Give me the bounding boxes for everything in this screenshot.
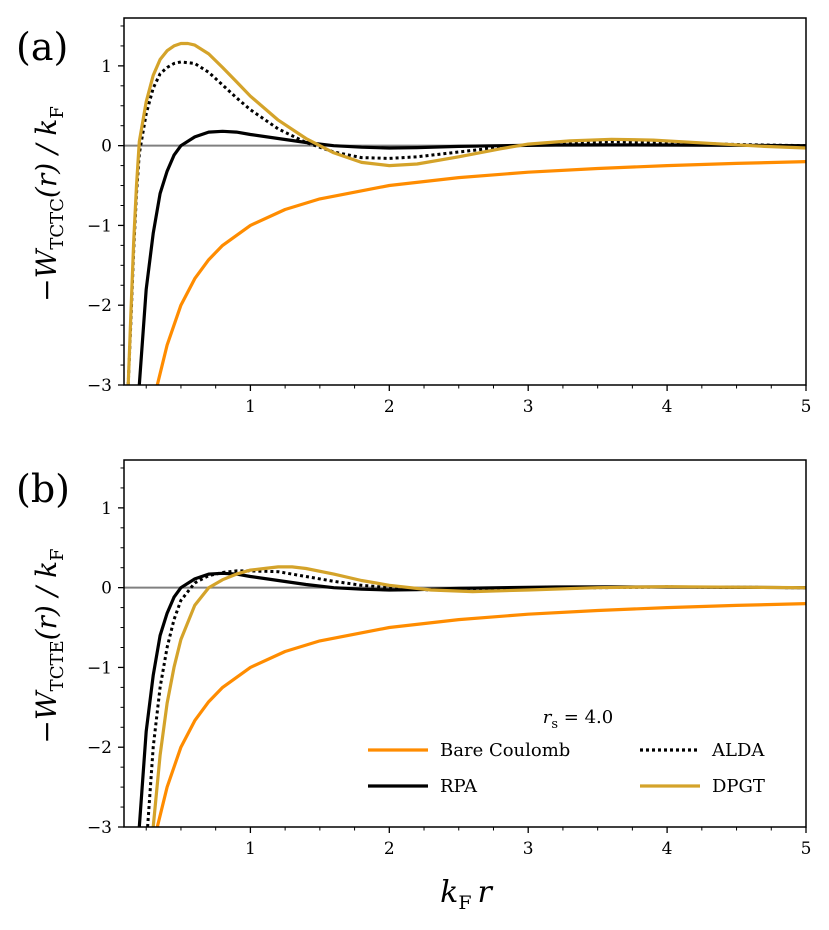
- legend-title-tail: = 4.0: [558, 707, 613, 728]
- panel-a-y-tick-label: −3: [87, 376, 112, 396]
- panel-b-series-rpa: [137, 571, 806, 827]
- panel-a-y-tick-label: −1: [87, 216, 112, 236]
- panel-b-x-tick-label: 2: [384, 839, 395, 859]
- panel-b-y-tick-label: −2: [87, 738, 112, 758]
- x-label-sub: F: [458, 892, 471, 914]
- svg-text:−WTCTE(r) / kF: −WTCTE(r) / kF: [30, 548, 68, 743]
- panel-a-y-tick-label: −2: [87, 296, 112, 316]
- panel-a-y-label-sub: TCTC: [47, 198, 68, 250]
- legend-entry-dpgt: DPGT: [640, 776, 765, 797]
- legend-label-rpa: RPA: [440, 776, 478, 797]
- panel-b-y-label-sub: TCTE: [47, 640, 68, 691]
- legend-label-dpgt: DPGT: [712, 776, 765, 797]
- panel-b-y-tick-label: 0: [101, 579, 112, 599]
- panel-b-y-label-tail-sub: F: [47, 548, 68, 561]
- panel-b-x-tick-label: 3: [523, 839, 534, 859]
- legend-entry-alda: ALDA: [640, 740, 765, 761]
- legend: rs = 4.0 Bare Coulomb ALDA RPA DPGT: [368, 707, 765, 797]
- legend-title: rs = 4.0: [543, 707, 613, 732]
- panel-b-x-tick-label: 5: [801, 839, 812, 859]
- panel-a-x-tick-label: 1: [245, 397, 256, 417]
- x-label-tail: r: [478, 875, 494, 910]
- panel-b-y-tick-label: −3: [87, 818, 112, 838]
- legend-title-main: r: [543, 707, 553, 728]
- panel-a-y-tick-label: 1: [101, 57, 112, 77]
- panel-a-label: (a): [16, 25, 68, 69]
- panel-b: (b) −WTCTE(r) / kF 1 2 3 4 5 −3 −2 −1 0 1 rs = 4.…: [16, 459, 812, 859]
- panel-a-y-label-tail: (r) / k: [30, 119, 63, 198]
- panel-b-y-label-main: −W: [30, 689, 63, 743]
- panel-a-y-tick-label: 0: [101, 137, 112, 157]
- panel-b-series-dpgt: [151, 565, 806, 827]
- panel-b-label: (b): [16, 467, 70, 511]
- legend-label-alda: ALDA: [711, 740, 765, 761]
- panel-a-x-tick-label: 5: [801, 397, 812, 417]
- panel-a-x-tick-label: 4: [662, 397, 673, 417]
- x-axis-label: kF r: [440, 875, 493, 914]
- panel-a-y-axis-label: −WTCTC(r) / kF: [30, 106, 68, 302]
- panel-a-series-dpgt: [126, 41, 806, 385]
- legend-entry-rpa: RPA: [368, 776, 478, 797]
- panel-b-y-label-tail: (r) / k: [30, 561, 63, 640]
- panel-b-frame: [123, 459, 807, 828]
- panel-b-series-bare-coulomb: [155, 602, 806, 827]
- panel-b-y-axis-label: −WTCTE(r) / kF: [30, 548, 68, 743]
- legend-entry-bare-coulomb: Bare Coulomb: [368, 740, 570, 761]
- panel-a-x-tick-label: 3: [523, 397, 534, 417]
- panel-a-x-tick-label: 2: [384, 397, 395, 417]
- panel-a-series-alda: [126, 60, 806, 385]
- x-label-main: k: [440, 875, 458, 910]
- legend-title-sub: s: [551, 717, 558, 732]
- panel-a-frame: [123, 17, 807, 386]
- panel-b-x-tick-label: 1: [245, 839, 256, 859]
- svg-text:−WTCTC(r) / kF: −WTCTC(r) / kF: [30, 106, 68, 302]
- panel-a-y-label-tail-sub: F: [47, 106, 68, 119]
- panel-a-y-label-main: −W: [30, 247, 63, 301]
- panel-a: (a) −WTCTC(r) / kF 1 2 3 4 5 −3 −2 −1 0 1: [16, 17, 812, 417]
- panel-b-y-tick-label: 1: [101, 499, 112, 519]
- panel-a-series-bare-coulomb: [155, 160, 806, 385]
- panel-b-x-tick-label: 4: [662, 839, 673, 859]
- panel-a-series-rpa: [137, 129, 806, 385]
- legend-label-bare-coulomb: Bare Coulomb: [440, 740, 570, 761]
- panel-b-y-tick-label: −1: [87, 658, 112, 678]
